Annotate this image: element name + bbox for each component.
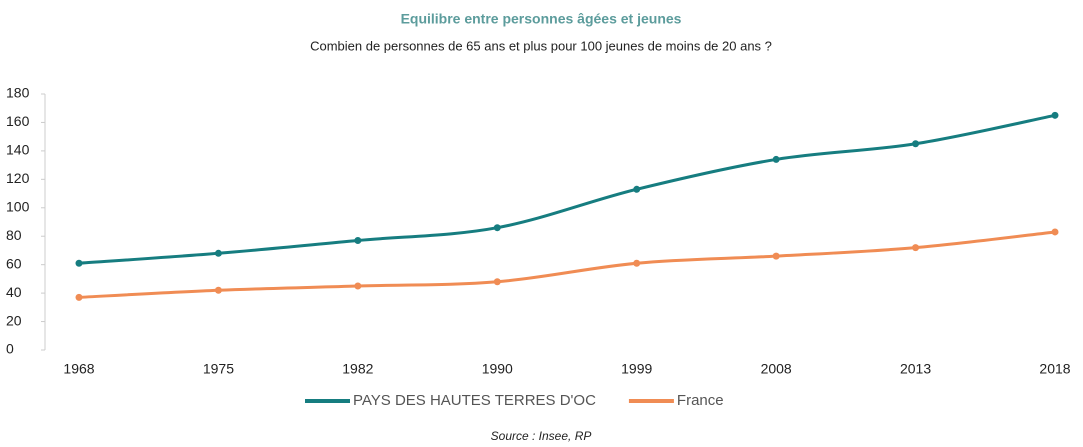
point (1051, 111, 1059, 119)
x-tick-label: 2008 (761, 361, 792, 377)
point (214, 286, 222, 294)
chart-subtitle: Combien de personnes de 65 ans et plus p… (310, 38, 772, 53)
y-tick-label: 180 (6, 85, 30, 101)
point (354, 236, 362, 244)
x-tick-label: 1982 (342, 361, 373, 377)
point (633, 185, 641, 193)
point (214, 249, 222, 257)
y-tick-label: 160 (6, 113, 30, 129)
y-tick-label: 80 (6, 227, 22, 243)
point (354, 282, 362, 290)
x-tick-label: 1975 (203, 361, 234, 377)
y-tick-label: 120 (6, 170, 30, 186)
chart-title: Equilibre entre personnes âgées et jeune… (401, 11, 682, 27)
point (633, 259, 641, 267)
point (75, 293, 83, 301)
point (1051, 228, 1059, 236)
y-tick-label: 0 (6, 341, 14, 357)
x-tick-label: 2018 (1039, 361, 1070, 377)
point (772, 252, 780, 260)
series-line (78, 230, 1056, 299)
y-tick-label: 20 (6, 312, 22, 328)
series-line (78, 113, 1056, 265)
x-tick-label: 1968 (63, 361, 94, 377)
x-tick-label: 1999 (621, 361, 652, 377)
point (75, 259, 83, 267)
x-tick-label: 2013 (900, 361, 931, 377)
point (912, 244, 920, 252)
source: Source : Insee, RP (491, 429, 592, 443)
point (772, 155, 780, 163)
point (493, 224, 501, 232)
y-tick-label: 40 (6, 284, 22, 300)
legend-label: France (677, 392, 724, 409)
y-tick-label: 60 (6, 255, 22, 271)
y-tick-label: 140 (6, 142, 30, 158)
legend-label: PAYS DES HAUTES TERRES D'OC (353, 392, 596, 409)
point (912, 140, 920, 148)
x-tick-label: 1990 (482, 361, 513, 377)
y-tick-label: 100 (6, 198, 30, 214)
point (493, 278, 501, 286)
